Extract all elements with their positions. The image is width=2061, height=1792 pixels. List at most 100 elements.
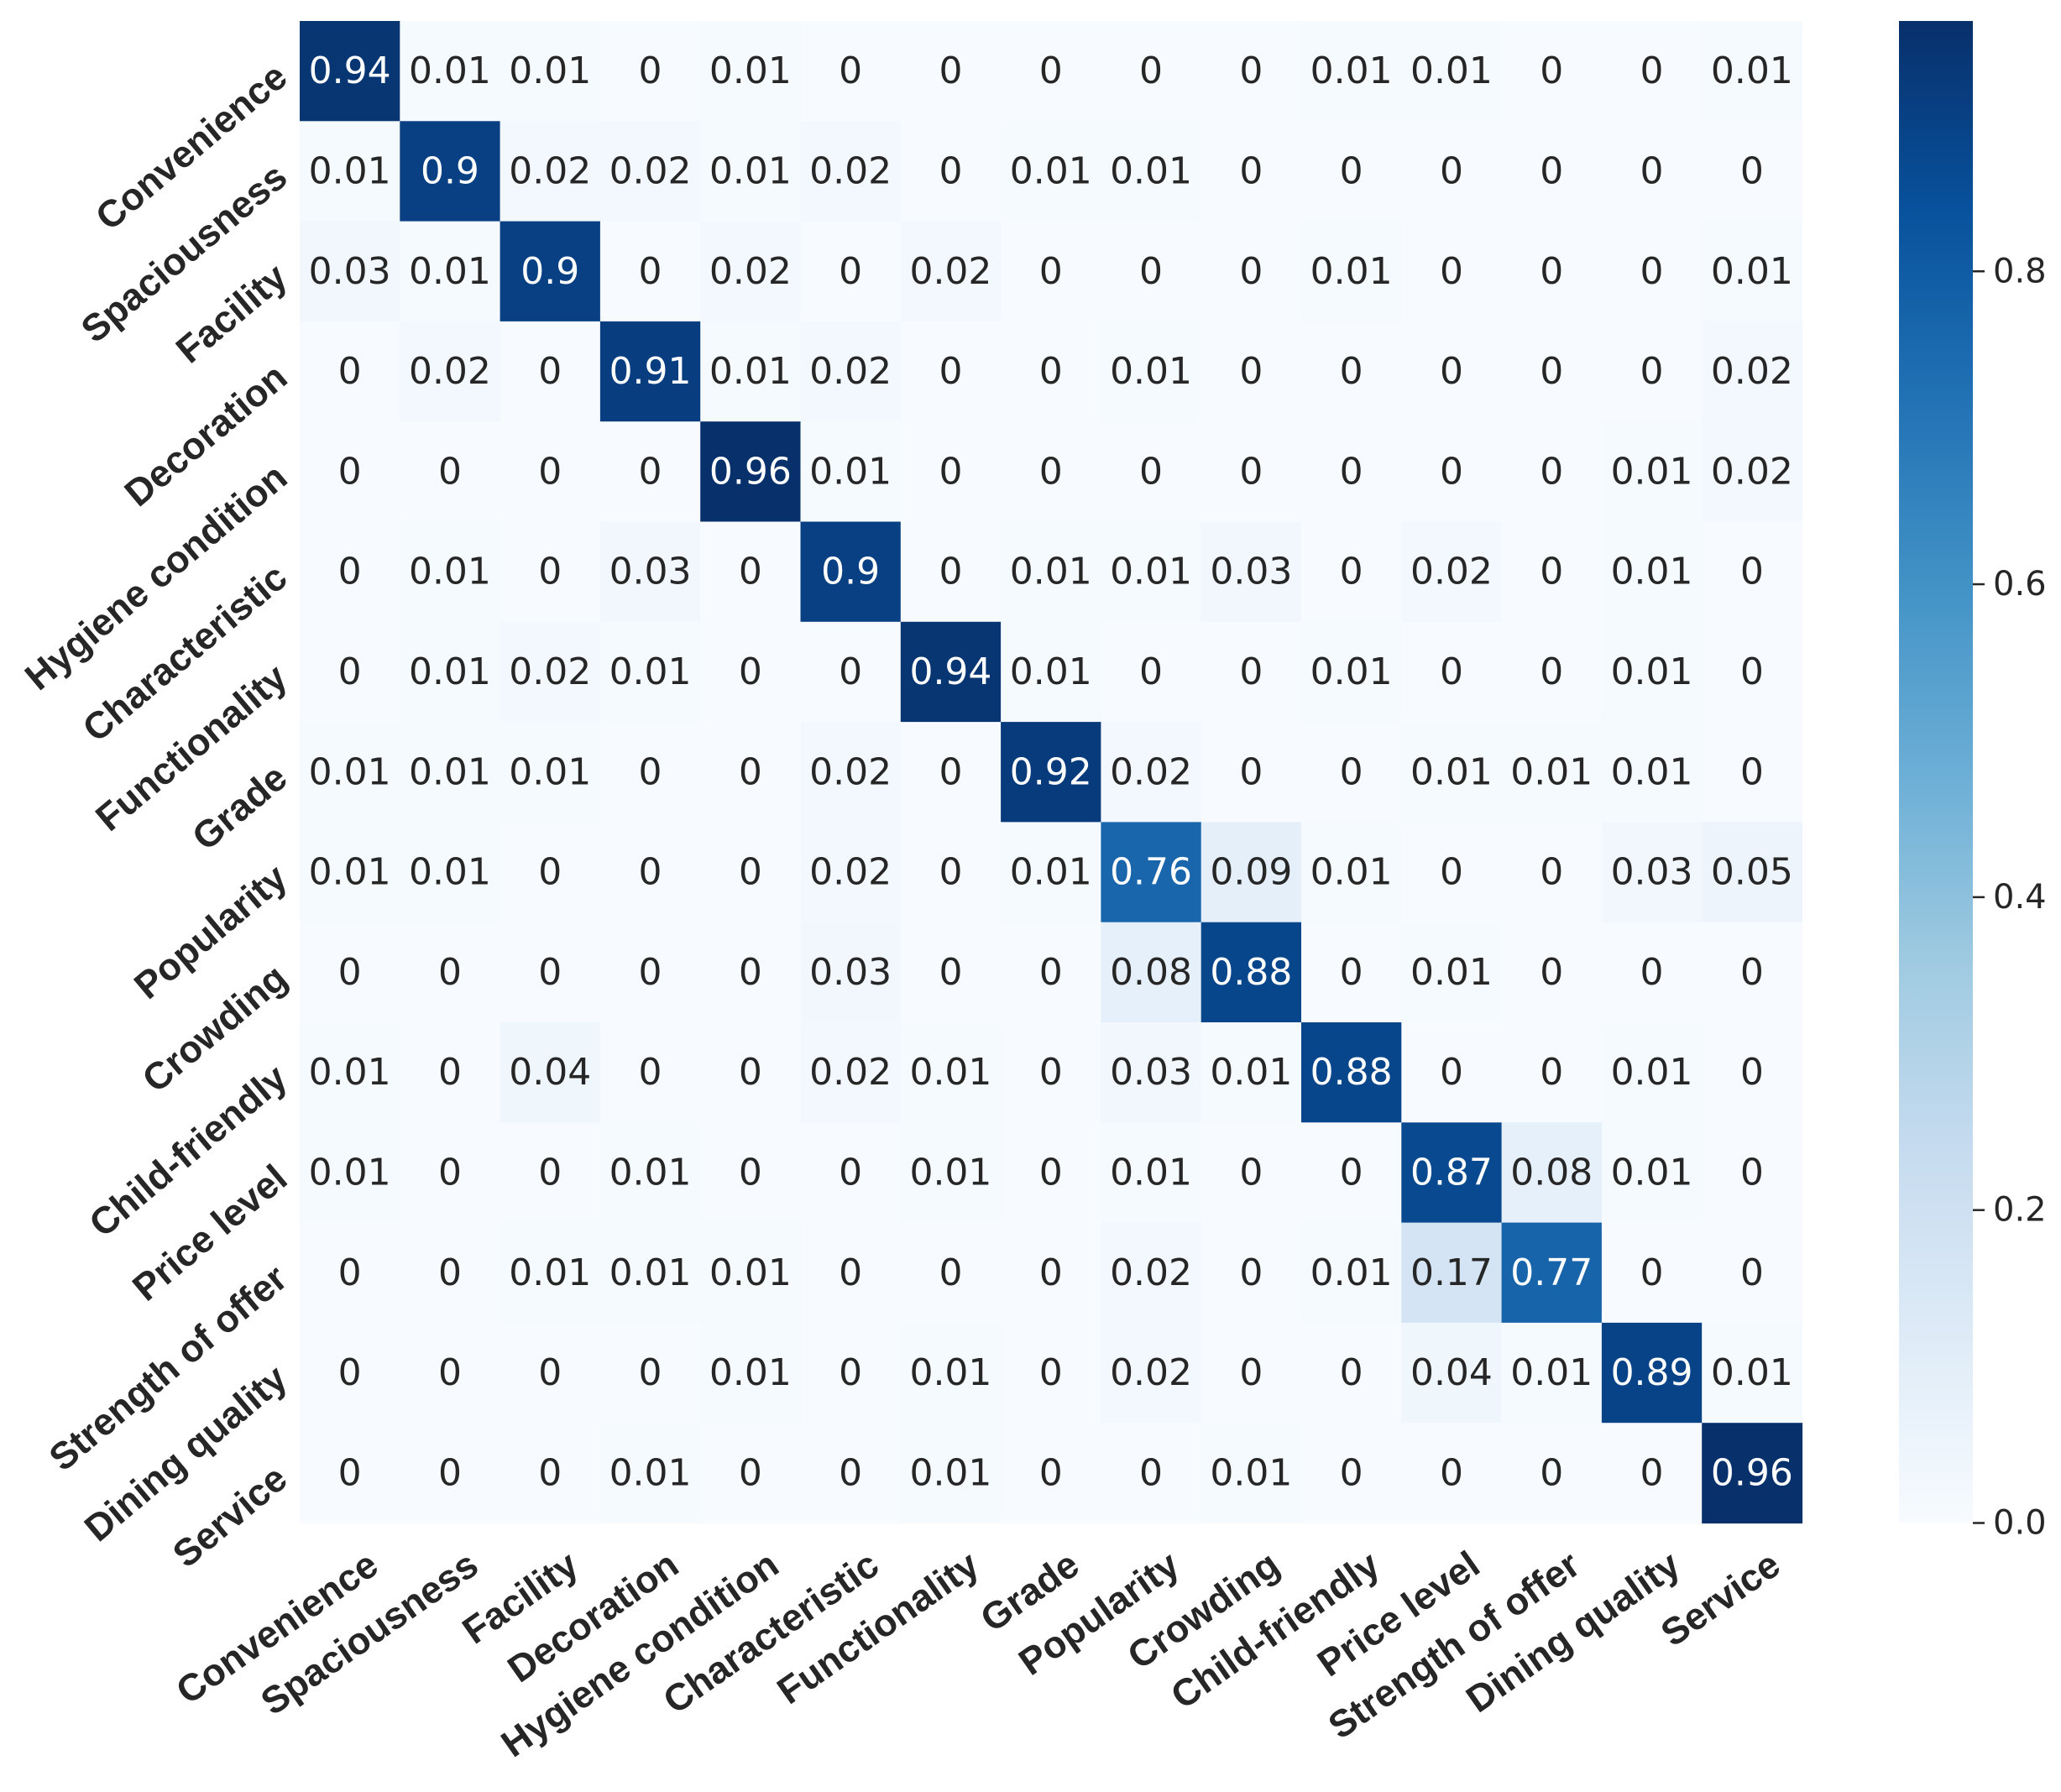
heatmap-value-label: 0.01 <box>409 851 491 894</box>
heatmap-cell <box>800 21 902 122</box>
heatmap-cell <box>1301 1423 1402 1524</box>
heatmap-value-label: 0 <box>538 951 562 994</box>
heatmap-value-label: 0.02 <box>409 350 491 393</box>
heatmap-value-label: 0.02 <box>1110 750 1192 793</box>
heatmap-value-label: 0 <box>1139 650 1163 693</box>
heatmap-value-label: 0.01 <box>309 149 391 192</box>
heatmap-value-label: 0 <box>1440 1451 1463 1494</box>
heatmap-cell <box>300 421 400 523</box>
heatmap-value-label: 0.01 <box>309 1051 391 1094</box>
heatmap-value-label: 0 <box>1540 350 1563 393</box>
heatmap-cell <box>1401 321 1503 422</box>
heatmap-value-label: 0 <box>338 1451 362 1494</box>
heatmap-value-label: 0.02 <box>509 650 591 693</box>
heatmap-cell <box>1001 1322 1101 1424</box>
heatmap-cell <box>500 221 601 322</box>
heatmap-cell <box>1001 321 1101 422</box>
heatmap-cell <box>1301 822 1402 923</box>
heatmap-value-label: 0.76 <box>1110 851 1192 894</box>
heatmap-cell <box>1401 722 1503 823</box>
heatmap-value-label: 0 <box>1139 50 1163 92</box>
heatmap-cell <box>1601 221 1703 322</box>
heatmap-cell <box>300 21 400 122</box>
heatmap-cell <box>1702 922 1803 1023</box>
heatmap-value-label: 0.77 <box>1510 1251 1593 1294</box>
heatmap-cell <box>1101 121 1202 222</box>
heatmap-value-label: 0.01 <box>909 1451 991 1494</box>
heatmap-cell <box>800 421 902 523</box>
heatmap-cell <box>1001 722 1101 823</box>
heatmap-cell <box>300 1222 400 1324</box>
heatmap-value-label: 0 <box>1340 750 1363 793</box>
heatmap-value-label: 0 <box>739 1151 762 1194</box>
heatmap-cell <box>1702 121 1803 222</box>
heatmap-cell <box>500 1122 601 1224</box>
heatmap-cell <box>400 822 501 923</box>
heatmap-value-label: 0.01 <box>1110 1151 1192 1194</box>
heatmap-cell <box>1101 221 1202 322</box>
heatmap-value-label: 0 <box>538 551 562 593</box>
heatmap-cell <box>1201 1122 1302 1224</box>
heatmap-cell <box>1501 521 1603 623</box>
heatmap-cell <box>1301 1222 1402 1324</box>
heatmap-cell <box>1401 1122 1503 1224</box>
heatmap-cell <box>700 1423 802 1524</box>
heatmap-cell <box>900 1022 1002 1123</box>
heatmap-value-label: 0 <box>939 551 962 593</box>
heatmap-value-label: 0 <box>1340 551 1363 593</box>
heatmap-cell <box>1501 21 1603 122</box>
heatmap-cell <box>1702 1222 1803 1324</box>
heatmap-value-label: 0 <box>1039 350 1063 393</box>
heatmap-cell <box>400 922 501 1023</box>
heatmap-value-label: 0 <box>1239 750 1263 793</box>
heatmap-cell <box>1401 21 1503 122</box>
heatmap-value-label: 0 <box>639 450 662 493</box>
heatmap-cell <box>1601 1423 1703 1524</box>
heatmap-cell <box>400 1322 501 1424</box>
heatmap-value-label: 0 <box>538 1451 562 1494</box>
heatmap-cell <box>1101 1423 1202 1524</box>
heatmap-cell <box>1101 321 1202 422</box>
heatmap-value-label: 0.03 <box>309 250 391 293</box>
heatmap-cell <box>1001 1122 1101 1224</box>
heatmap-cell <box>1401 221 1503 322</box>
heatmap-cell <box>700 1122 802 1224</box>
heatmap-value-label: 0 <box>739 750 762 793</box>
heatmap-cells <box>300 21 1803 1524</box>
heatmap-cell <box>400 1423 501 1524</box>
heatmap-cell <box>1201 621 1302 723</box>
heatmap-cell <box>400 321 501 422</box>
heatmap-value-label: 0 <box>939 149 962 192</box>
heatmap-cell <box>1401 1022 1503 1123</box>
heatmap-value-label: 0 <box>1440 450 1463 493</box>
heatmap-cell <box>1601 121 1703 222</box>
heatmap-value-label: 0.87 <box>1410 1151 1493 1194</box>
heatmap-value-label: 0 <box>538 1351 562 1394</box>
heatmap-cell <box>1702 21 1803 122</box>
heatmap-cell <box>599 1322 701 1424</box>
heatmap-cell <box>1401 922 1503 1023</box>
heatmap-cell <box>300 1122 400 1224</box>
heatmap-value-label: 0.89 <box>1611 1351 1693 1394</box>
heatmap-cell <box>300 121 400 222</box>
heatmap-value-labels: 0.94 0.01 0.01 0 0.01 0 0 0 0 0 0.01 0.01 0 0 0.01 0.01… <box>309 50 1793 1494</box>
heatmap-value-label: 0 <box>1039 1451 1063 1494</box>
heatmap-cell <box>1301 221 1402 322</box>
heatmap-value-label: 0.09 <box>1210 851 1292 894</box>
heatmap-value-label: 0 <box>939 750 962 793</box>
heatmap-value-label: 0.01 <box>1210 1051 1292 1094</box>
heatmap-cell <box>700 121 802 222</box>
heatmap-cell <box>1001 1423 1101 1524</box>
heatmap-value-label: 0 <box>639 851 662 894</box>
heatmap-value-label: 0.01 <box>1611 450 1693 493</box>
heatmap-value-label: 0.02 <box>509 149 591 192</box>
heatmap-value-label: 0 <box>1340 1151 1363 1194</box>
heatmap-value-label: 0 <box>1239 350 1263 393</box>
heatmap-value-label: 0 <box>338 650 362 693</box>
heatmap-cell <box>1401 121 1503 222</box>
heatmap-cell <box>900 922 1002 1023</box>
heatmap-cell <box>1401 421 1503 523</box>
heatmap-value-label: 0 <box>939 50 962 92</box>
heatmap-value-label: 0.03 <box>1210 551 1292 593</box>
